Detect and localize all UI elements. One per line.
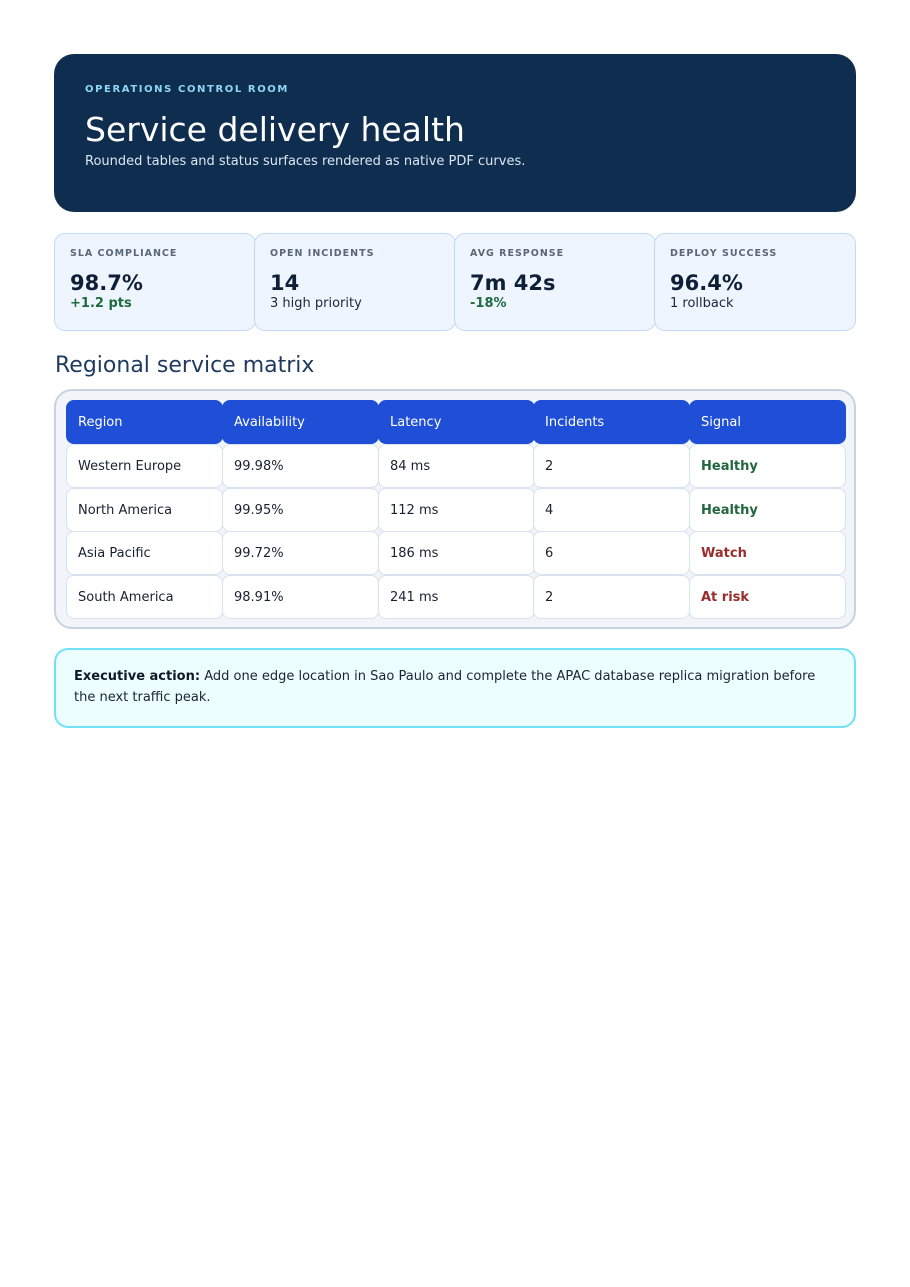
table-cell-latency: 241 ms [378, 575, 535, 619]
column-header-availability: Availability [222, 400, 379, 444]
kpi-value: 98.7% [70, 271, 143, 295]
table-cell-region: Western Europe [66, 444, 223, 488]
column-header-signal: Signal [689, 400, 846, 444]
kpi-card-open-incidents: OPEN INCIDENTS 14 3 high priority [254, 233, 456, 331]
status-signal: Watch [689, 531, 846, 575]
status-signal: At risk [689, 575, 846, 619]
executive-action-callout: Executive action: Add one edge location … [54, 648, 856, 728]
table-cell-region: North America [66, 488, 223, 532]
status-signal: Healthy [689, 488, 846, 532]
section-title: Regional service matrix [55, 353, 315, 378]
kpi-label: OPEN INCIDENTS [270, 248, 375, 259]
table-cell-availability: 98.91% [222, 575, 379, 619]
page-subtitle: Rounded tables and status surfaces rende… [85, 154, 526, 169]
table-cell-region: South America [66, 575, 223, 619]
column-header-latency: Latency [378, 400, 535, 444]
table-cell-availability: 99.72% [222, 531, 379, 575]
kpi-label: SLA COMPLIANCE [70, 248, 178, 259]
table-cell-incidents: 6 [533, 531, 690, 575]
table-cell-incidents: 2 [533, 444, 690, 488]
status-signal: Healthy [689, 444, 846, 488]
kpi-row: SLA COMPLIANCE 98.7% +1.2 pts OPEN INCID… [54, 233, 856, 331]
column-header-region: Region [66, 400, 223, 444]
kpi-note: 1 rollback [670, 296, 734, 311]
kpi-value: 14 [270, 271, 300, 295]
kpi-value: 7m 42s [470, 271, 556, 295]
hero-eyebrow: OPERATIONS CONTROL ROOM [85, 84, 289, 95]
table-cell-incidents: 4 [533, 488, 690, 532]
kpi-card-sla-compliance: SLA COMPLIANCE 98.7% +1.2 pts [54, 233, 256, 331]
kpi-card-avg-response: AVG RESPONSE 7m 42s -18% [454, 233, 656, 331]
kpi-note: 3 high priority [270, 296, 362, 311]
table-cell-incidents: 2 [533, 575, 690, 619]
regional-service-table: Region Availability Latency Incidents Si… [54, 389, 856, 629]
kpi-value: 96.4% [670, 271, 743, 295]
callout-lead: Executive action: [74, 669, 201, 684]
column-header-incidents: Incidents [533, 400, 690, 444]
table-cell-latency: 112 ms [378, 488, 535, 532]
kpi-label: AVG RESPONSE [470, 248, 565, 259]
table-cell-availability: 99.98% [222, 444, 379, 488]
table-cell-region: Asia Pacific [66, 531, 223, 575]
table-cell-availability: 99.95% [222, 488, 379, 532]
table-cell-latency: 84 ms [378, 444, 535, 488]
kpi-note: -18% [470, 296, 507, 311]
hero-banner: OPERATIONS CONTROL ROOM Service delivery… [54, 54, 856, 212]
kpi-card-deploy-success: DEPLOY SUCCESS 96.4% 1 rollback [654, 233, 856, 331]
kpi-label: DEPLOY SUCCESS [670, 248, 778, 259]
callout-text: Add one edge location in Sao Paulo and c… [74, 669, 816, 705]
page-title: Service delivery health [85, 110, 465, 149]
table-cell-latency: 186 ms [378, 531, 535, 575]
kpi-note: +1.2 pts [70, 296, 132, 311]
